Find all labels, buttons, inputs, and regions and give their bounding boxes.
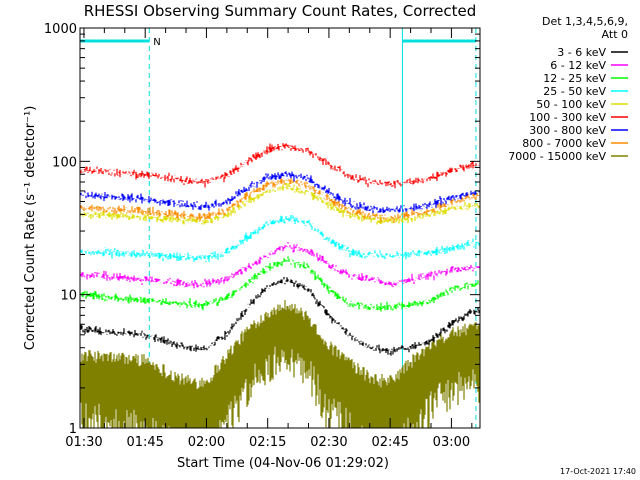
legend-label-3-6-kev: 3 - 6 keV [557,46,606,59]
y-axis: 1 10 100 1000 [44,22,480,437]
x-tick-label-02:00: 02:00 [188,435,225,450]
series-line-800-7000-kev [80,177,480,223]
legend-label-25-50-kev: 25 - 50 keV [543,85,606,98]
series-line-3-6-kev [80,277,480,356]
x-axis: 01:30 01:45 02:00 02:15 02:30 02:45 03:00 [65,28,473,450]
legend-label-12-25-kev: 12 - 25 keV [543,72,606,85]
y-tick-label-10: 10 [60,289,77,304]
chart-title: RHESSI Observing Summary Count Rates, Co… [84,2,477,20]
legend-header-line-1: Det 1,3,4,5,6,9, [542,15,628,28]
y-tick-label-1: 1 [69,422,77,437]
x-tick-label-02:15: 02:15 [249,435,286,450]
y-axis-label: Corrected Count Rate (s⁻¹ detector⁻¹) [23,106,38,351]
series-line-300-800-kev [80,171,480,214]
x-tick-label-03:00: 03:00 [433,435,470,450]
legend-label-300-800-kev: 300 - 800 keV [529,124,606,137]
series-line-6-12-kev [80,242,480,289]
x-tick-label-01:30: 01:30 [65,435,102,450]
x-tick-label-02:45: 02:45 [371,435,408,450]
legend-label-800-7000-kev: 800 - 7000 keV [522,137,606,150]
legend-label-50-100-kev: 50 - 100 keV [536,98,606,111]
legend-label-7000-15000-kev: 7000 - 15000 keV [508,150,606,163]
series-line-100-300-kev [80,143,480,189]
night-flag-label: N [153,37,160,48]
x-tick-label-01:45: 01:45 [126,435,163,450]
legend-label-100-300-kev: 100 - 300 keV [529,111,606,124]
legend-header-line-2: Att 0 [602,28,628,41]
series-line-7000-15000-kev [80,300,480,428]
series-line-25-50-kev [80,215,480,262]
plot-frame [79,27,481,429]
x-axis-label: Start Time (04-Nov-06 01:29:02) [177,456,389,471]
legend-label-6-12-kev: 6 - 12 keV [550,59,606,72]
x-tick-label-02:30: 02:30 [310,435,347,450]
y-tick-label-1000: 1000 [44,22,77,37]
y-tick-label-100: 100 [52,155,77,170]
plot-timestamp: 17-Oct-2021 17:40 [560,467,636,476]
